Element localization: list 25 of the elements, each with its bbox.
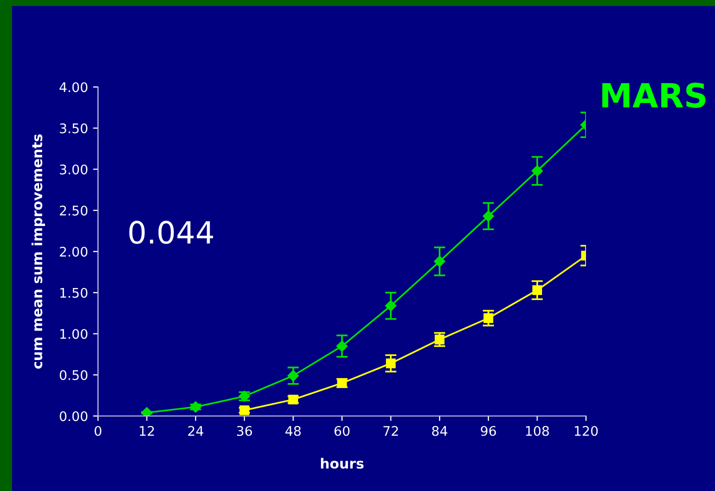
x-tick-label: 24 bbox=[188, 426, 204, 436]
y-tick-label: 2.00 bbox=[60, 246, 88, 257]
x-tick-label: 60 bbox=[334, 426, 350, 436]
y-tick-label: 1.50 bbox=[60, 288, 88, 298]
y-tick-label: 1.00 bbox=[60, 328, 88, 339]
x-tick-label: 72 bbox=[383, 426, 398, 436]
x-tick-label: 84 bbox=[432, 426, 448, 436]
x-axis-title: hours bbox=[320, 458, 364, 469]
y-axis-title: cum mean sum improvements bbox=[32, 134, 46, 369]
x-tick-label: 108 bbox=[526, 426, 549, 436]
y-tick-label: 4.00 bbox=[60, 82, 88, 92]
point bbox=[434, 334, 444, 344]
y-tick-label: 3.50 bbox=[60, 123, 88, 134]
y-tick-label: 2.50 bbox=[60, 206, 88, 216]
text: MARS bbox=[602, 82, 706, 108]
x-tick-label: 120 bbox=[574, 426, 598, 436]
x-tick-label: 0 bbox=[94, 426, 102, 436]
annotation: 0.044 bbox=[129, 220, 214, 244]
x-tick-label: 12 bbox=[140, 426, 154, 436]
x-tick-label: 48 bbox=[285, 426, 301, 436]
y-tick-label: 3.00 bbox=[60, 164, 88, 174]
x-tick-label: 36 bbox=[237, 426, 252, 436]
y-tick-label: 0.50 bbox=[60, 370, 88, 380]
x-tick-label: 96 bbox=[480, 426, 496, 436]
y-tick-label: 0.00 bbox=[60, 411, 88, 422]
